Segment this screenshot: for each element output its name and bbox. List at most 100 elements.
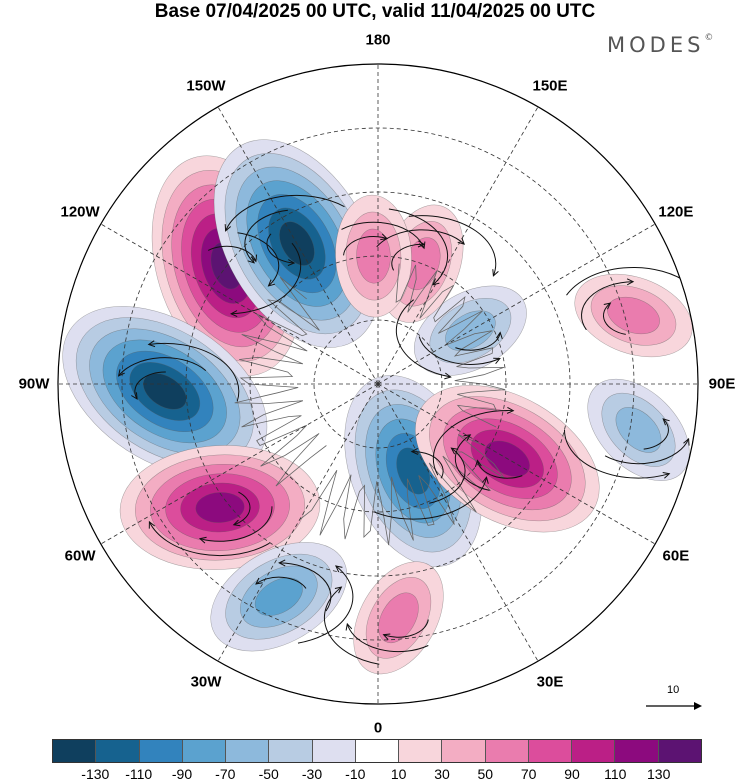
longitude-label: 0 xyxy=(373,719,383,737)
colorbar-tick-label: -90 xyxy=(171,766,193,782)
colorbar-segment xyxy=(572,740,616,762)
anomaly-center xyxy=(574,273,693,358)
longitude-label: 60E xyxy=(662,547,690,565)
colorbar-segment xyxy=(528,740,573,762)
longitude-label: 90E xyxy=(708,375,736,393)
streamline-arrowhead xyxy=(382,633,391,640)
streamline xyxy=(604,438,690,465)
colorbar-segment xyxy=(139,740,183,762)
colorbar-tick-label: 50 xyxy=(477,766,494,782)
streamline xyxy=(233,491,251,526)
anomaly-center xyxy=(587,378,690,481)
streamline-arrowhead xyxy=(198,536,207,544)
meridian-line xyxy=(377,106,539,385)
colorbar-segment xyxy=(226,740,270,762)
streamline xyxy=(408,215,497,276)
streamline xyxy=(455,332,501,351)
longitude-label: 120W xyxy=(60,203,100,221)
meridian-line xyxy=(100,383,379,545)
colorbar-tick-label: 130 xyxy=(647,766,671,782)
brand-mark: © xyxy=(704,33,714,43)
colorbar-tick-label: -70 xyxy=(215,766,236,782)
colorbar-segment xyxy=(182,740,227,762)
streamline-arrowhead xyxy=(255,577,263,585)
streamline-arrowhead xyxy=(247,256,255,264)
anomaly-contour xyxy=(143,373,187,410)
meridian-line xyxy=(377,383,539,662)
streamline-arrowhead xyxy=(444,372,452,380)
streamline xyxy=(346,623,429,653)
longitude-label: 60W xyxy=(64,547,96,565)
streamline xyxy=(454,434,490,491)
streamline-arrowhead xyxy=(267,279,276,287)
colorbar-segment xyxy=(399,740,443,762)
colorbar-segment xyxy=(96,740,140,762)
colorbar-tick-label: -30 xyxy=(301,766,323,782)
colorbar-segment xyxy=(312,740,356,762)
map-title: Base 07/04/2025 00 UTC, valid 11/04/2025… xyxy=(154,1,596,22)
streamlines xyxy=(117,194,691,665)
streamline xyxy=(237,232,280,287)
streamline xyxy=(134,371,166,400)
streamline xyxy=(207,245,257,262)
streamline xyxy=(418,336,501,365)
streamline xyxy=(643,418,669,450)
graticule xyxy=(58,64,698,704)
streamline xyxy=(148,342,240,402)
streamline-arrowhead xyxy=(418,241,426,250)
streamline-arrowhead xyxy=(148,520,156,529)
streamline-arrowhead xyxy=(147,340,156,348)
longitude-label: 30E xyxy=(536,673,564,691)
streamline-arrowhead xyxy=(410,447,419,455)
modes-logo: MODES© xyxy=(607,33,713,57)
streamline-arrowhead xyxy=(683,278,691,286)
streamline-arrowhead xyxy=(117,369,125,377)
streamline-arrowhead xyxy=(450,447,459,455)
anomaly-center xyxy=(119,445,321,570)
longitude-label: 120E xyxy=(658,203,694,221)
colorbar-segment xyxy=(53,740,97,762)
meridian-line xyxy=(377,223,656,385)
streamline xyxy=(231,242,302,315)
colorbar-tick-label: -50 xyxy=(258,766,279,782)
streamline-arrowhead xyxy=(603,302,612,310)
streamline-arrowhead xyxy=(131,392,138,400)
longitude-label: 90W xyxy=(18,375,50,393)
streamline-arrowhead xyxy=(506,406,515,414)
anomaly-contour xyxy=(378,592,419,643)
streamline xyxy=(343,236,388,256)
anomaly-contour xyxy=(607,296,660,335)
colorbar-tick-label: -10 xyxy=(345,766,366,782)
streamline-arrowhead xyxy=(278,559,286,567)
colorbar-segment xyxy=(269,740,313,762)
streamline-arrowhead xyxy=(335,565,343,573)
meridian-line xyxy=(217,383,379,662)
streamline xyxy=(323,586,380,665)
streamline xyxy=(255,576,307,589)
streamline xyxy=(477,460,523,479)
streamline xyxy=(432,410,514,476)
streamline-arrowhead xyxy=(232,519,241,527)
longitude-label: 180 xyxy=(365,31,391,49)
colorbar-tick-label: 10 xyxy=(390,766,407,782)
streamline xyxy=(297,565,354,644)
colorbar-tick-label: 30 xyxy=(434,766,450,782)
streamline xyxy=(563,429,670,479)
meridian-line xyxy=(100,223,379,385)
longitude-label: 150W xyxy=(186,77,226,95)
streamline-arrowhead xyxy=(474,459,482,468)
anomaly-center xyxy=(353,561,444,675)
colorbar-tick-label: 70 xyxy=(520,766,537,782)
reference-vector-label: 10 xyxy=(667,684,680,696)
streamline xyxy=(429,447,466,504)
streamline-arrowhead xyxy=(334,586,343,594)
streamline-arrowhead xyxy=(345,622,353,631)
streamline xyxy=(373,477,487,520)
longitude-label: 150E xyxy=(532,77,568,95)
colorbar-segment xyxy=(485,740,529,762)
map-border xyxy=(57,63,699,705)
streamline xyxy=(383,619,429,638)
streamline xyxy=(388,208,449,286)
streamline xyxy=(411,451,444,479)
